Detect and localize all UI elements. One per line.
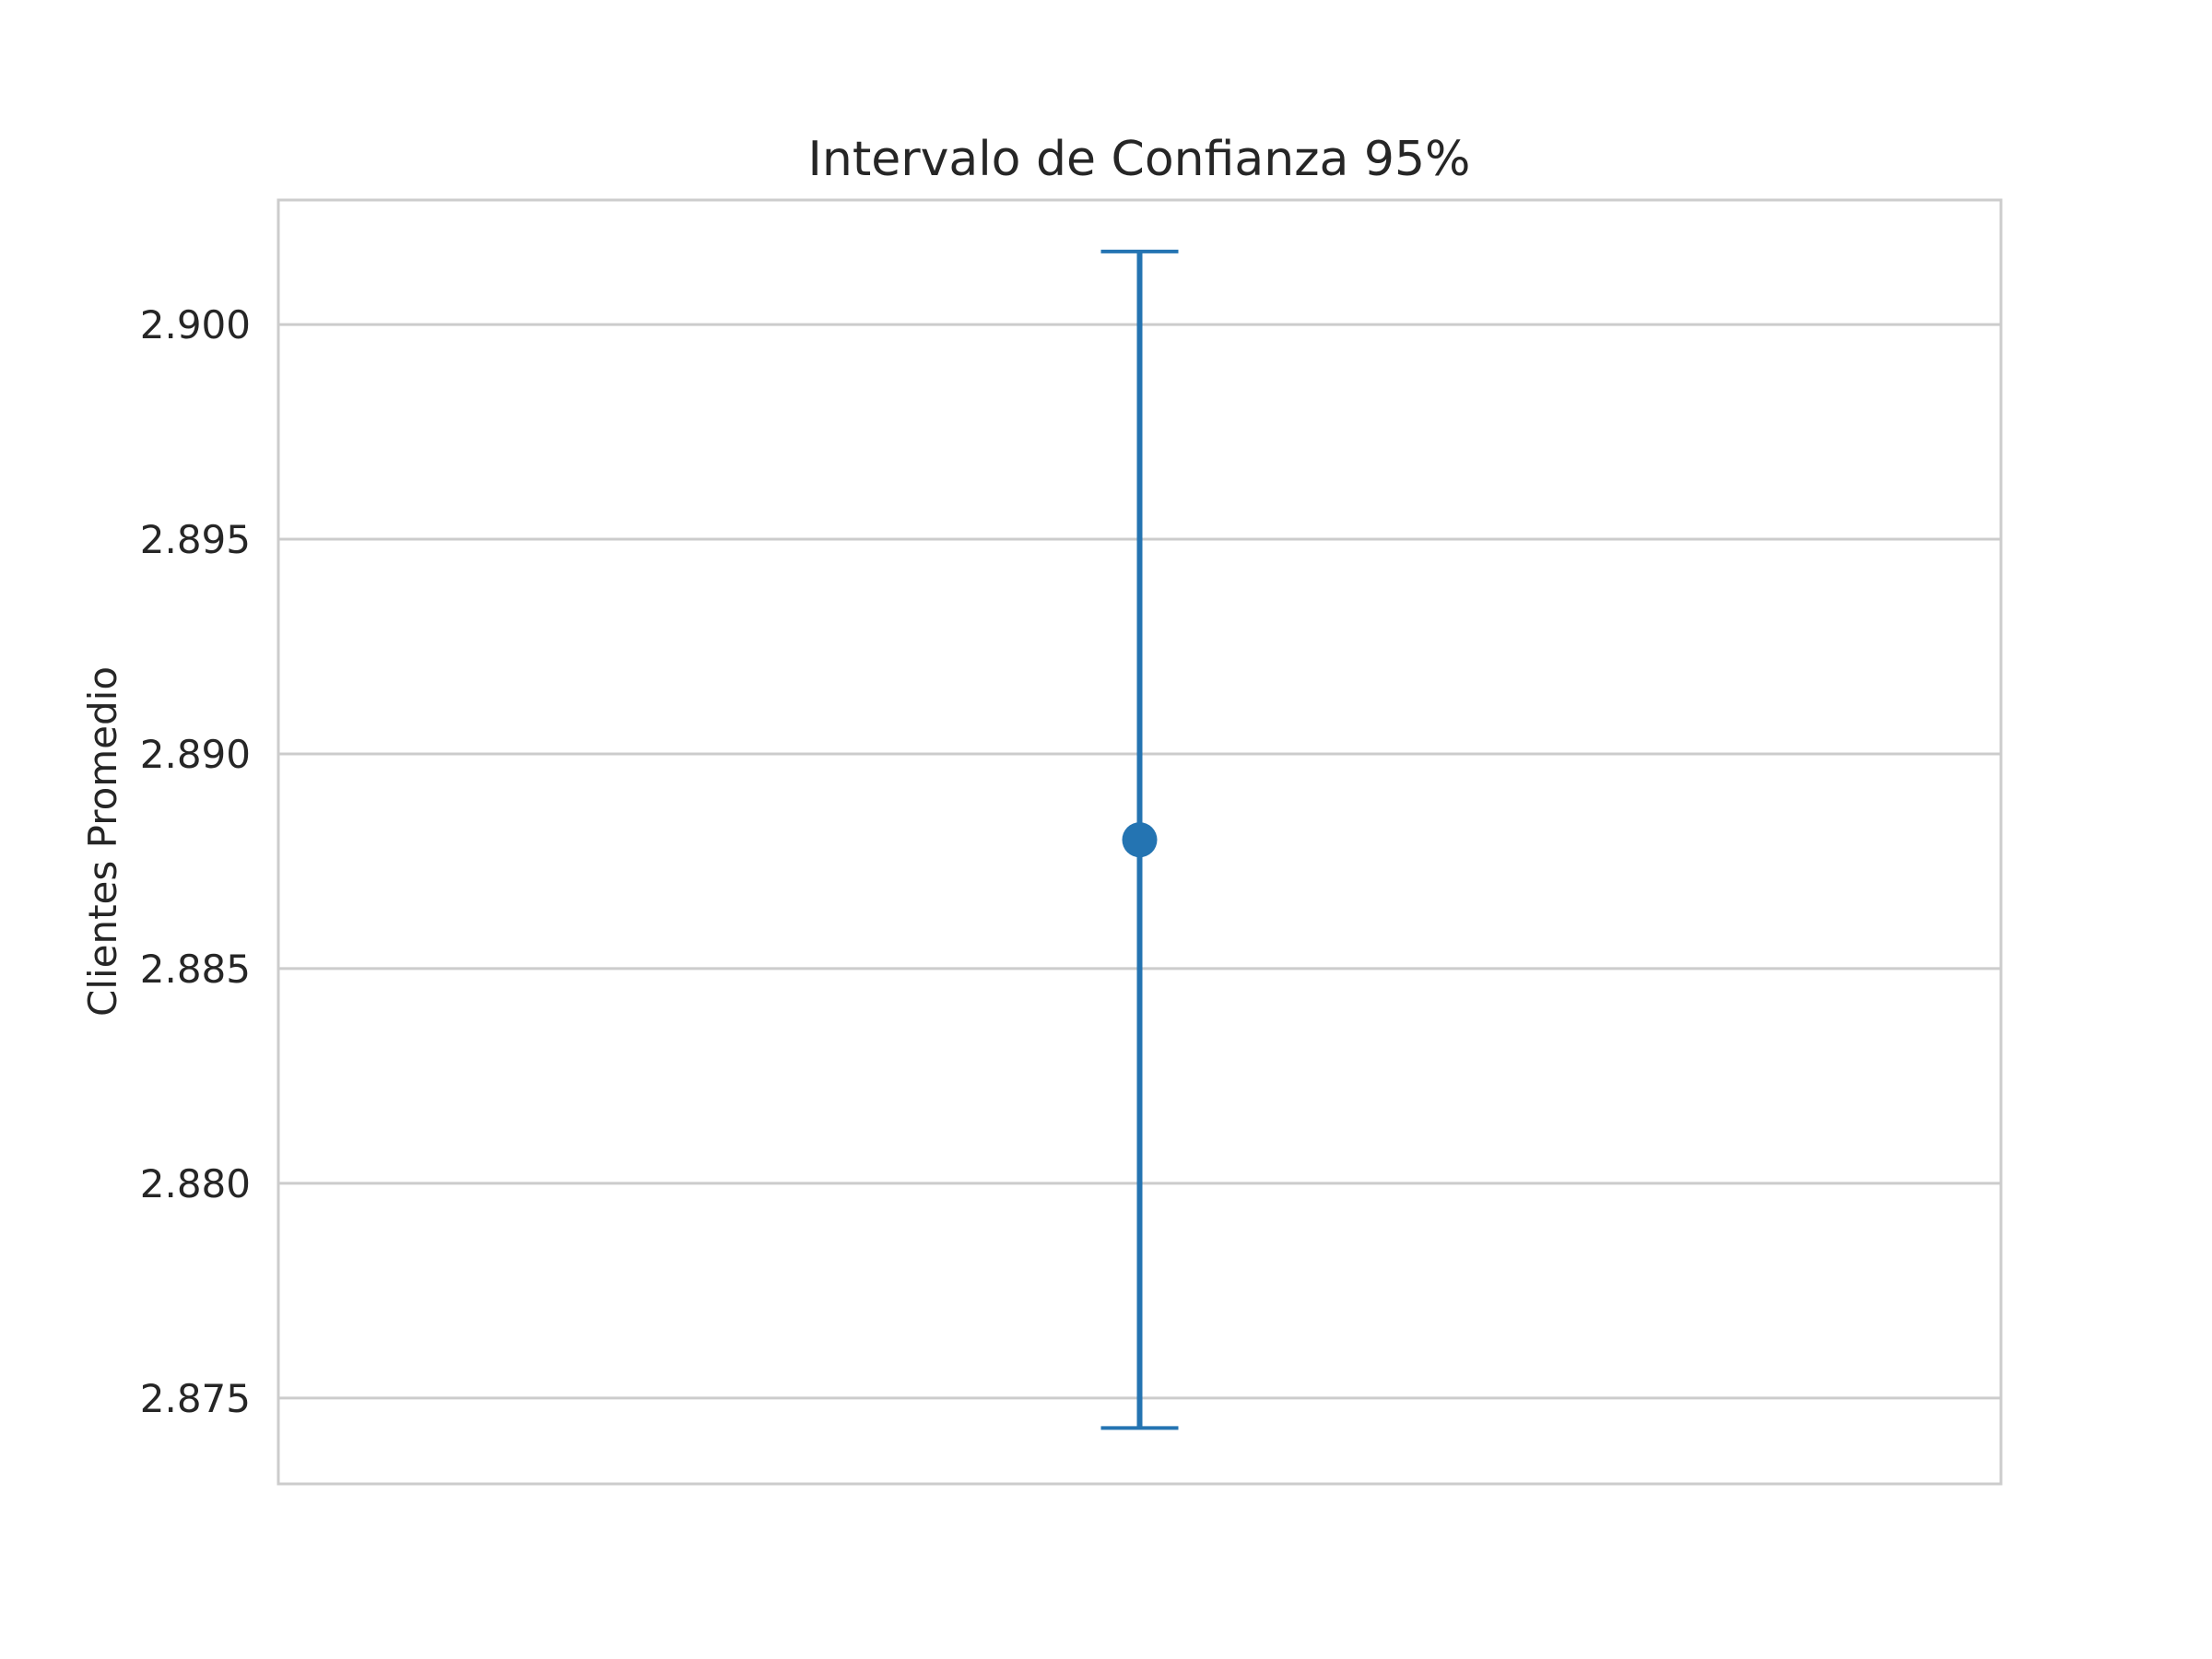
chart-title: Intervalo de Confianza 95%: [808, 132, 1471, 187]
series: [1100, 249, 1179, 1430]
plot-frame: [276, 198, 2003, 1486]
y-tick-label: 2.885: [140, 947, 251, 992]
y-tick-label: 2.890: [140, 732, 251, 777]
y-tick-label: 2.875: [140, 1376, 251, 1421]
y-tick-labels: 2.875 2.880 2.885 2.890 2.895 2.900: [140, 302, 251, 1421]
y-tick-label: 2.895: [140, 517, 251, 562]
y-tick-label: 2.900: [140, 302, 251, 347]
mean-point: [1122, 822, 1158, 858]
y-axis-label: Clientes Promedio: [80, 666, 125, 1017]
y-tick-label: 2.880: [140, 1161, 251, 1206]
